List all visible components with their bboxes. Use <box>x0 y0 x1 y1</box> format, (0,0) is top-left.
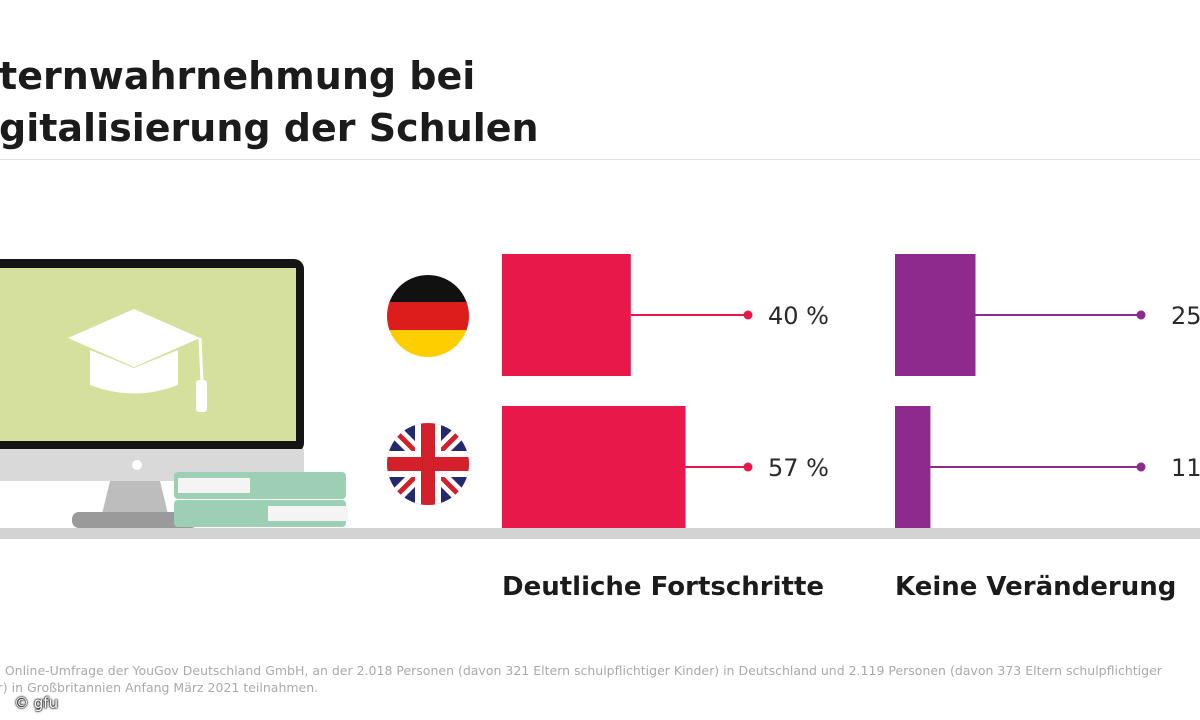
bar-keine-veraenderung-uk <box>895 406 931 528</box>
chart-title-line-1: lternwahrnehmung bei <box>0 54 476 98</box>
value-label-keine-veraenderung-de: 25 <box>1171 302 1200 330</box>
category-label-keine-veraenderung: Keine Veränderung <box>895 572 1177 602</box>
germany-flag-icon <box>387 275 469 357</box>
leader-dot-keine-veraenderung-de <box>1136 310 1146 320</box>
bar-fortschritte-uk <box>502 406 686 528</box>
books-icon <box>174 472 348 527</box>
leader-dot-fortschritte-de <box>743 310 753 320</box>
graduation-cap-icon <box>68 309 207 412</box>
value-label-fortschritte-uk: 57 % <box>768 454 829 482</box>
uk-flag-icon <box>387 423 469 505</box>
title-divider <box>0 159 1200 160</box>
value-label-fortschritte-de: 40 % <box>768 302 829 330</box>
school-computer-illustration <box>0 259 348 528</box>
chart-baseline <box>0 528 1200 539</box>
chart-title: lternwahrnehmung bei igitalisierung der … <box>0 50 539 154</box>
bar-keine-veraenderung-de <box>895 254 976 376</box>
value-label-keine-veraenderung-uk: 11 <box>1171 454 1200 482</box>
image-credit: © gfu <box>14 694 59 712</box>
leader-dot-fortschritte-uk <box>743 462 753 472</box>
bar-fortschritte-de <box>502 254 631 376</box>
source-note: lle: Online-Umfrage der YouGov Deutschla… <box>0 663 1162 695</box>
leader-dot-keine-veraenderung-uk <box>1136 462 1146 472</box>
category-label-deutliche-fortschritte: Deutliche Fortschritte <box>502 572 825 602</box>
chart-title-line-2: igitalisierung der Schulen <box>0 106 539 150</box>
